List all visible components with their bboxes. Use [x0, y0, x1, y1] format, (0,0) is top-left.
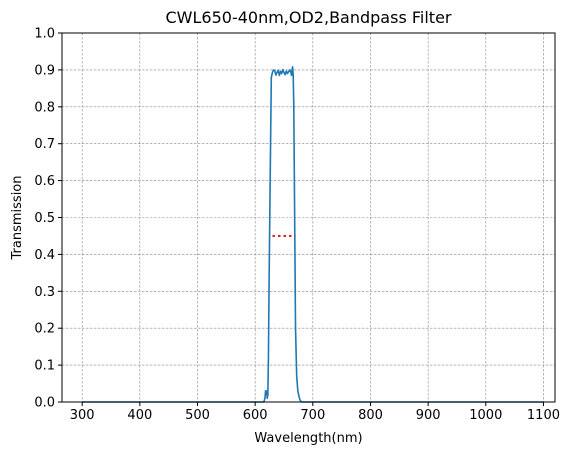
x-tick-label: 1100	[527, 408, 560, 423]
y-tick-label: 0.7	[34, 137, 55, 152]
x-tick-label: 500	[185, 408, 210, 423]
y-tick-label: 0.9	[34, 63, 55, 78]
y-tick-label: 0.4	[34, 248, 55, 263]
y-tick-label: 0.1	[34, 359, 55, 374]
y-axis-ticks: 0.0 0.1 0.2 0.3 0.4 0.5 0.6 0.7 0.8 0.9 1.0	[34, 27, 62, 411]
x-tick-label: 1000	[469, 408, 502, 423]
y-tick-label: 0.6	[34, 174, 55, 189]
x-tick-label: 400	[127, 408, 152, 423]
x-tick-label: 600	[243, 408, 268, 423]
series-layer	[82, 66, 544, 403]
x-tick-label: 300	[70, 408, 95, 423]
y-tick-label: 0.3	[34, 285, 55, 300]
y-tick-label: 0.8	[34, 100, 55, 115]
x-axis-ticks: 300 400 500 600 700 800 900 1000 1100	[70, 402, 560, 423]
chart-title: CWL650-40nm,OD2,Bandpass Filter	[166, 8, 452, 27]
y-axis-title: Transmission	[10, 176, 25, 261]
y-tick-label: 0.0	[34, 396, 55, 411]
x-axis-title: Wavelength(nm)	[254, 431, 362, 446]
x-tick-label: 700	[300, 408, 325, 423]
y-tick-label: 0.2	[34, 322, 55, 337]
y-tick-label: 1.0	[34, 27, 55, 42]
series-line	[82, 66, 544, 403]
x-tick-label: 800	[358, 408, 383, 423]
x-tick-label: 900	[416, 408, 441, 423]
y-tick-label: 0.5	[34, 211, 55, 226]
